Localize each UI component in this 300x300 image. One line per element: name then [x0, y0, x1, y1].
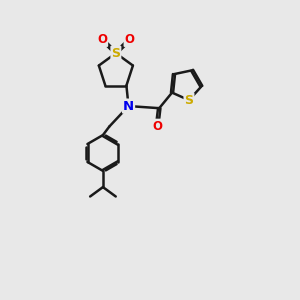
Text: O: O [152, 120, 162, 133]
Text: O: O [124, 33, 134, 46]
Text: N: N [123, 100, 134, 112]
Text: S: S [111, 47, 120, 60]
Text: S: S [184, 94, 194, 107]
Text: O: O [97, 33, 107, 46]
